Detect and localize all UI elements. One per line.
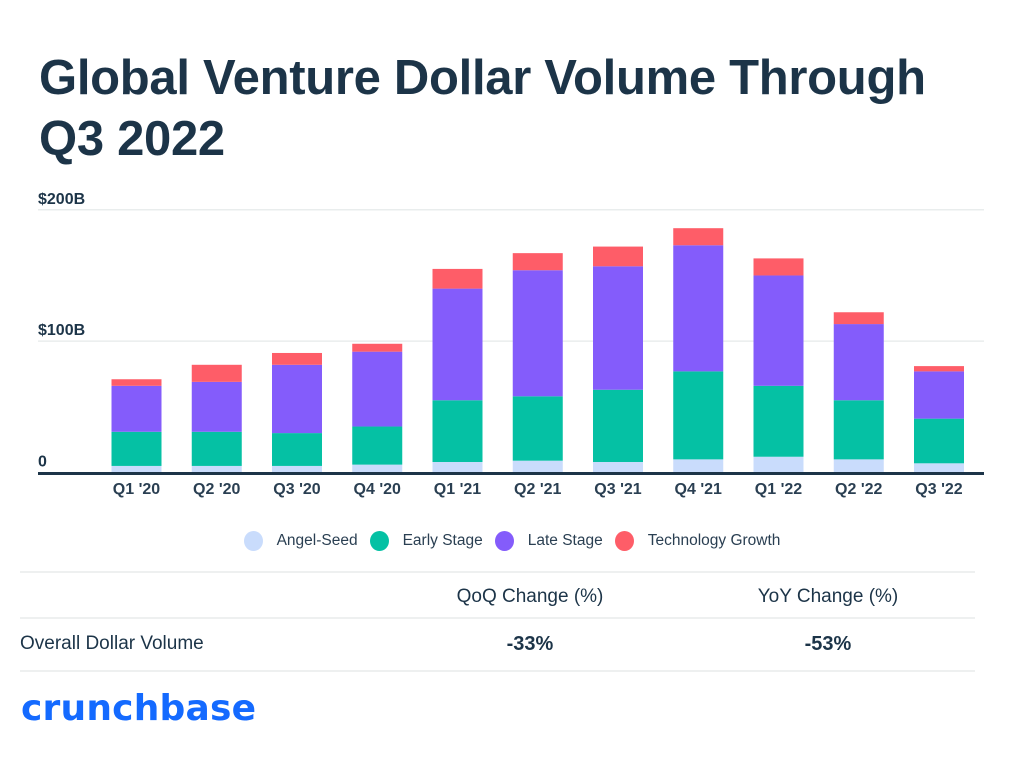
legend-label: Technology Growth — [647, 532, 781, 549]
bar-stack — [914, 366, 964, 473]
bar-segment-late-stage — [673, 245, 724, 372]
table-header-row: QoQ Change (%) YoY Change (%) — [20, 571, 975, 617]
bar-segment-angel-seed — [673, 459, 724, 473]
x-axis-labels: Q1 '20 Q2 '20 Q3 '20 Q4 '20 Q1 '21 Q2 '21 Q3 '… — [113, 481, 963, 498]
x-tick-label: Q4 '21 — [675, 481, 722, 498]
bar-segment-angel-seed — [191, 465, 242, 473]
legend-label: Early Stage — [402, 532, 483, 549]
legend-swatch-icon — [243, 531, 263, 551]
bar-segment-angel-seed — [272, 465, 322, 473]
bar-stack — [833, 312, 884, 473]
bar-segment-early-stage — [673, 371, 724, 460]
legend-item: Early Stage — [369, 531, 483, 551]
bar-stack — [432, 268, 483, 473]
bar-segment-late-stage — [914, 371, 964, 419]
bar-segment-technology-growth — [673, 228, 724, 246]
legend-swatch-icon — [369, 531, 389, 551]
bar-segment-angel-seed — [753, 456, 804, 473]
x-tick-label: Q3 '21 — [594, 481, 641, 498]
bar-stack — [111, 379, 162, 473]
bar-stack — [593, 246, 643, 473]
legend: Angel-Seed Early Stage Late Stage Technolog… — [0, 531, 1024, 551]
bar-segment-angel-seed — [111, 465, 162, 473]
bar-segment-technology-growth — [352, 343, 403, 352]
bar-segment-angel-seed — [593, 461, 643, 473]
bar-segment-angel-seed — [432, 461, 483, 473]
bar-segment-angel-seed — [914, 463, 964, 473]
bar-stack — [673, 228, 724, 473]
bar-segment-early-stage — [593, 389, 643, 462]
gridlines — [38, 209, 984, 342]
bar-segment-technology-growth — [272, 352, 322, 365]
y-tick-label: $200B — [38, 191, 85, 208]
bar-segment-early-stage — [191, 431, 242, 466]
table-header-qoq: QoQ Change (%) — [456, 586, 604, 607]
row-label: Overall Dollar Volume — [20, 633, 204, 654]
x-tick-label: Q1 '20 — [113, 481, 160, 498]
x-tick-label: Q2 '20 — [193, 481, 240, 498]
bar-segment-early-stage — [512, 396, 563, 461]
bar-segment-angel-seed — [512, 460, 563, 473]
bar-segment-late-stage — [432, 288, 483, 401]
x-tick-label: Q1 '21 — [434, 481, 481, 498]
x-tick-label: Q2 '22 — [835, 481, 882, 498]
bar-segment-technology-growth — [593, 246, 643, 267]
legend-label: Late Stage — [527, 532, 603, 549]
bar-segment-early-stage — [432, 400, 483, 462]
bar-segment-technology-growth — [432, 268, 483, 289]
bar-stack — [191, 364, 242, 473]
bar-segment-early-stage — [914, 418, 964, 464]
bar-segment-early-stage — [111, 431, 162, 466]
bar-segment-angel-seed — [352, 464, 403, 473]
bar-segment-technology-growth — [833, 312, 884, 325]
legend-item: Late Stage — [494, 531, 603, 551]
x-tick-label: Q1 '22 — [755, 481, 802, 498]
legend-item: Angel-Seed — [243, 531, 358, 551]
bar-segment-technology-growth — [512, 253, 563, 271]
bar-segment-late-stage — [833, 324, 884, 401]
x-tick-label: Q3 '20 — [273, 481, 320, 498]
bar-stack — [272, 352, 322, 473]
bar-stack — [352, 343, 403, 473]
bar-segment-late-stage — [352, 351, 403, 427]
change-table: QoQ Change (%) YoY Change (%) Overall Do… — [20, 571, 975, 672]
bar-segment-technology-growth — [914, 366, 964, 372]
bar-segment-angel-seed — [833, 459, 884, 473]
y-tick-label: 0 — [38, 454, 47, 471]
x-tick-label: Q3 '22 — [915, 481, 962, 498]
bar-segment-late-stage — [593, 266, 643, 390]
bar-segment-late-stage — [111, 385, 162, 432]
bar-segment-late-stage — [753, 275, 804, 386]
bar-segment-late-stage — [272, 364, 322, 434]
x-tick-label: Q2 '21 — [514, 481, 561, 498]
stacked-bar-chart: 0$100B$200B Q1 '20 Q2 '20 Q3 '20 Q4 '20 Q1 '… — [38, 191, 984, 498]
bar-segment-early-stage — [833, 400, 884, 460]
bar-segment-early-stage — [753, 385, 804, 457]
crunchbase-logo: crunchbase — [21, 688, 257, 729]
legend-swatch-icon — [614, 531, 634, 551]
bar-segment-technology-growth — [191, 364, 242, 382]
bar-segment-late-stage — [191, 381, 242, 432]
chart-title: Global Venture Dollar Volume Through Q3 … — [39, 51, 926, 166]
yoy-value: -53% — [804, 633, 852, 655]
bar-stack — [753, 258, 804, 473]
qoq-value: -33% — [506, 633, 554, 655]
bar-segment-early-stage — [352, 426, 403, 465]
table-header-yoy: YoY Change (%) — [757, 586, 899, 607]
bar-stack — [512, 253, 563, 473]
x-tick-label: Q4 '20 — [354, 481, 401, 498]
legend-label: Angel-Seed — [276, 532, 358, 549]
table-row: Overall Dollar Volume -33% -53% — [20, 617, 975, 672]
bar-segment-technology-growth — [111, 379, 162, 386]
legend-item: Technology Growth — [614, 531, 781, 551]
bars — [111, 228, 964, 473]
bar-segment-late-stage — [512, 270, 563, 397]
y-axis-labels: 0 $100B $200B — [38, 191, 85, 471]
y-tick-label: $100B — [38, 322, 85, 339]
bar-segment-early-stage — [272, 433, 322, 466]
bar-segment-technology-growth — [753, 258, 804, 276]
legend-swatch-icon — [494, 531, 514, 551]
